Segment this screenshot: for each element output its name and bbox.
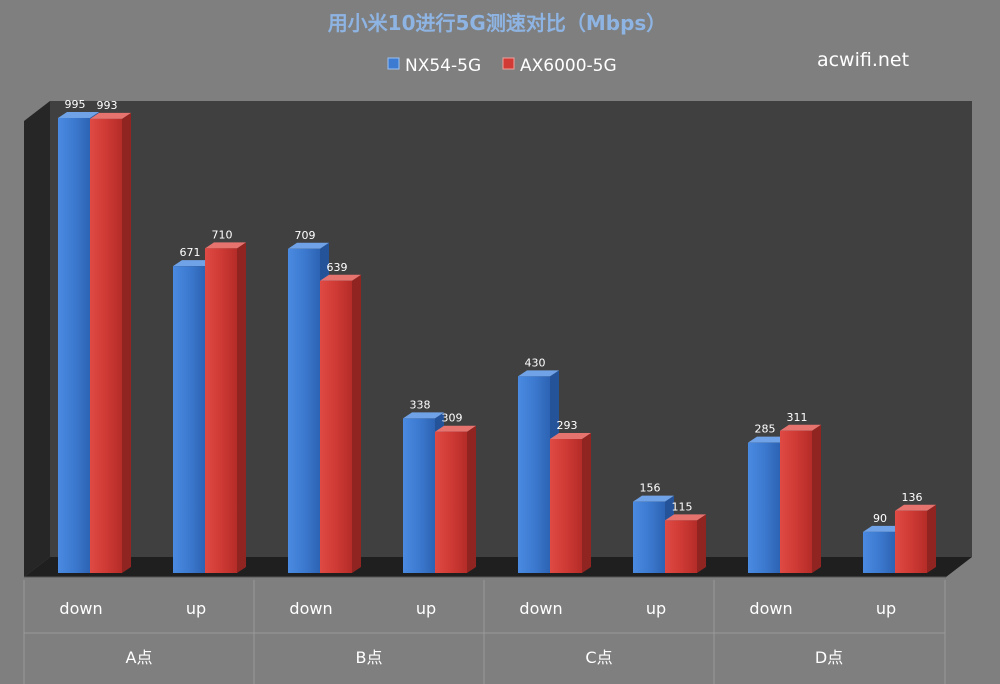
plot-side-wall xyxy=(24,101,50,577)
bar-ax6000-6 xyxy=(665,514,706,573)
legend-label-ax6000: AX6000-5G xyxy=(520,56,617,76)
x-group-label-4: D点 xyxy=(815,648,843,667)
bar-ax6000-3 xyxy=(320,274,361,573)
x-axis-sub-labels: down up down up down up down up xyxy=(59,599,896,618)
legend-swatch-ax6000 xyxy=(502,57,515,70)
chart-title: 用小米10进行5G测速对比（Mbps） xyxy=(328,11,667,35)
legend-label-nx54: NX54-5G xyxy=(405,56,481,76)
value-label-ax6000-7: 311 xyxy=(787,411,808,424)
legend: NX54-5G AX6000-5G xyxy=(387,56,617,76)
value-labels-layer: 995 993 671 710 709 639 338 309 430 293 156 115 285 3… xyxy=(65,98,923,525)
value-label-ax6000-4: 309 xyxy=(442,412,463,425)
bar-ax6000-4 xyxy=(435,425,476,573)
x-tick-label-4: up xyxy=(416,599,436,618)
x-tick-label-8: up xyxy=(876,599,896,618)
x-tick-label-6: up xyxy=(646,599,666,618)
value-label-nx54-3: 709 xyxy=(295,229,316,242)
value-label-ax6000-8: 136 xyxy=(902,491,923,504)
bar-ax6000-7 xyxy=(780,424,821,573)
bar-ax6000-1 xyxy=(90,112,131,574)
x-axis-table xyxy=(23,580,946,684)
value-label-nx54-2: 671 xyxy=(180,246,201,259)
x-tick-label-7: down xyxy=(749,599,792,618)
x-group-label-3: C点 xyxy=(585,648,612,667)
x-axis-group-labels: A点 B点 C点 D点 xyxy=(126,648,844,667)
value-label-nx54-7: 285 xyxy=(755,423,776,436)
value-label-nx54-4: 338 xyxy=(410,398,431,411)
bar-ax6000-5 xyxy=(550,433,591,573)
bar-ax6000-8 xyxy=(895,504,936,573)
bars-layer xyxy=(58,111,936,574)
value-label-nx54-8: 90 xyxy=(873,512,887,525)
value-label-ax6000-2: 710 xyxy=(212,228,233,241)
x-group-label-1: A点 xyxy=(126,648,153,667)
x-tick-label-1: down xyxy=(59,599,102,618)
plot-back-wall xyxy=(50,101,972,557)
value-label-ax6000-3: 639 xyxy=(327,261,348,274)
watermark-text: acwifi.net xyxy=(817,49,909,71)
x-tick-label-2: up xyxy=(186,599,206,618)
plot-floor xyxy=(24,557,972,577)
bar-ax6000-2 xyxy=(205,242,246,573)
x-tick-label-3: down xyxy=(289,599,332,618)
x-tick-label-5: down xyxy=(519,599,562,618)
value-label-ax6000-5: 293 xyxy=(557,419,578,432)
value-label-nx54-6: 156 xyxy=(640,482,661,495)
legend-swatch-nx54 xyxy=(387,57,400,70)
value-label-ax6000-6: 115 xyxy=(672,500,693,513)
value-label-ax6000-1: 993 xyxy=(97,99,118,112)
value-label-nx54-5: 430 xyxy=(525,356,546,369)
x-group-label-2: B点 xyxy=(356,648,383,667)
value-label-nx54-1: 995 xyxy=(65,98,86,111)
